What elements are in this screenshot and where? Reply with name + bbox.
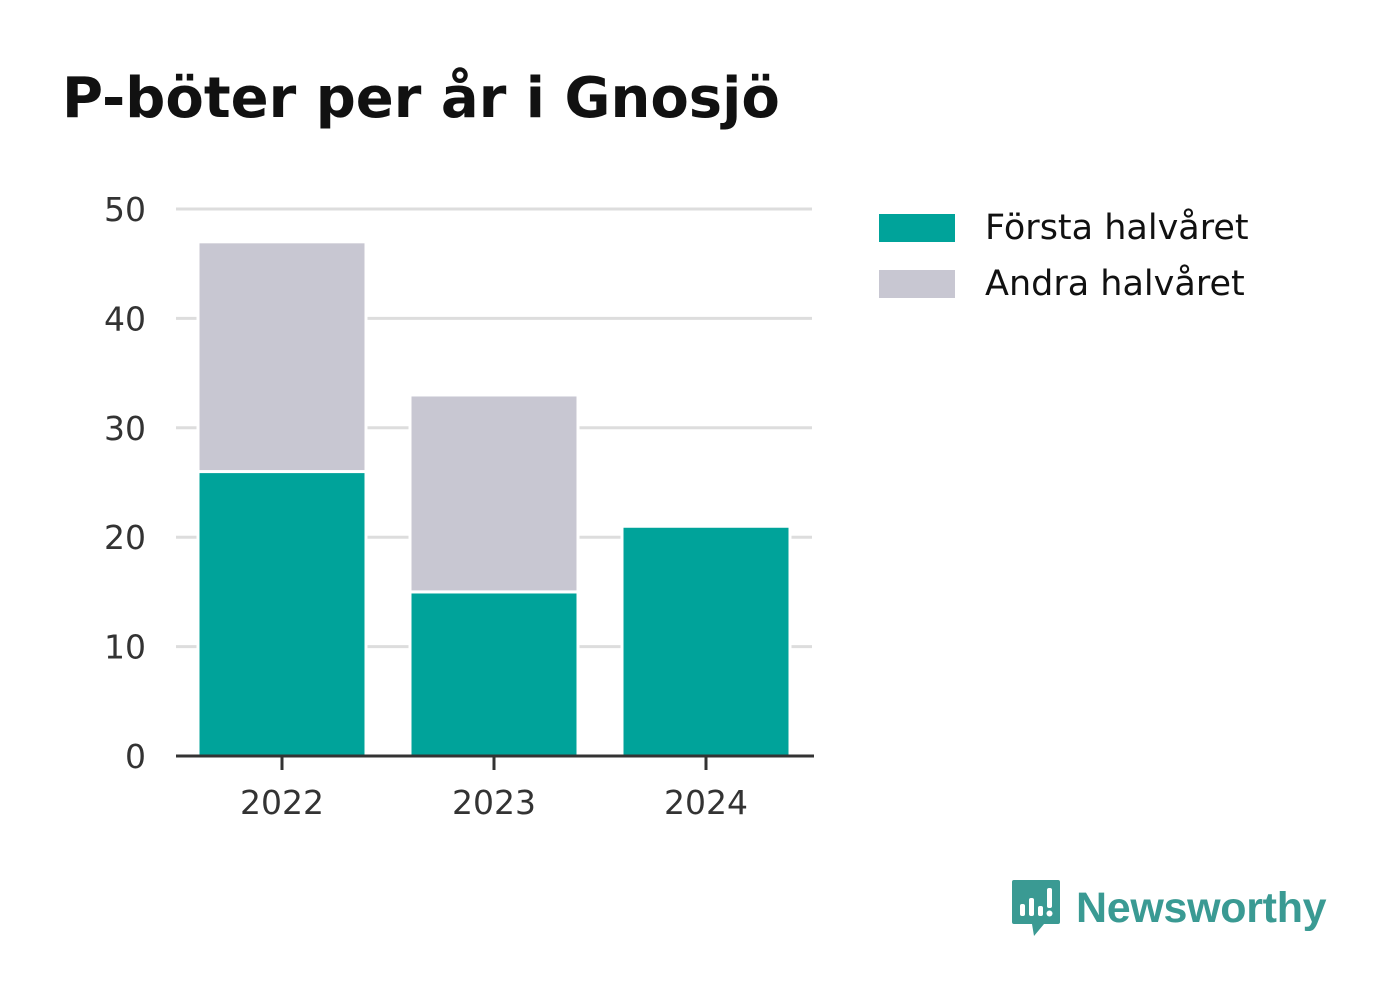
bar-2024-series-0	[620, 524, 792, 758]
legend-label-forsta: Första halvåret	[985, 208, 1249, 248]
bar-2022-series-1	[196, 240, 368, 474]
legend-item-forsta: Första halvåret	[879, 200, 1249, 256]
y-tick-label-30: 30	[104, 409, 146, 448]
y-tick-label-40: 40	[104, 299, 146, 338]
newsworthy-logo-icon	[1012, 880, 1060, 936]
x-tick-label-2024: 2024	[664, 783, 748, 822]
y-tick-label-50: 50	[104, 190, 146, 229]
axes: 0 10 20 30 40 50 2022 2023 2024	[104, 190, 814, 822]
bar-2023-series-1	[408, 393, 580, 594]
legend: Första halvåret Andra halvåret	[879, 200, 1249, 312]
legend-label-andra: Andra halvåret	[985, 264, 1245, 304]
bar-2022-series-0	[196, 470, 368, 758]
y-tick-label-20: 20	[104, 518, 146, 557]
legend-swatch-andra	[879, 270, 955, 298]
chart-title: P-böter per år i Gnosjö	[62, 66, 780, 131]
brand-name: Newsworthy	[1076, 883, 1327, 932]
brand-logo: Newsworthy	[1010, 878, 1327, 938]
x-tick-label-2022: 2022	[240, 783, 324, 822]
y-tick-label-10: 10	[104, 628, 146, 667]
legend-item-andra: Andra halvåret	[879, 256, 1249, 312]
x-tick-label-2023: 2023	[452, 783, 536, 822]
y-tick-label-0: 0	[125, 737, 146, 776]
legend-swatch-forsta	[879, 214, 955, 242]
bar-2023-series-0	[408, 590, 580, 758]
bars	[196, 240, 792, 758]
